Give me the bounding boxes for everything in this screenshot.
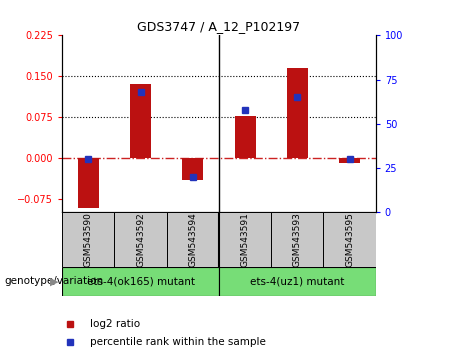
Text: ets-4(ok165) mutant: ets-4(ok165) mutant <box>87 276 195 286</box>
Bar <box>62 212 114 267</box>
Bar <box>339 158 360 164</box>
Text: percentile rank within the sample: percentile rank within the sample <box>89 337 266 348</box>
Text: GSM543590: GSM543590 <box>84 212 93 267</box>
Bar <box>114 212 167 267</box>
Text: GSM543592: GSM543592 <box>136 212 145 267</box>
Text: GSM543591: GSM543591 <box>241 212 249 267</box>
Bar <box>324 212 376 267</box>
Bar <box>219 267 376 296</box>
Text: GSM543593: GSM543593 <box>293 212 302 267</box>
Bar <box>271 212 324 267</box>
Text: genotype/variation: genotype/variation <box>5 276 104 286</box>
Bar <box>167 212 219 267</box>
Text: ▶: ▶ <box>50 276 59 286</box>
Bar <box>62 267 219 296</box>
Text: log2 ratio: log2 ratio <box>89 319 140 329</box>
Bar <box>183 158 203 180</box>
Bar <box>235 116 255 158</box>
Bar <box>219 212 271 267</box>
Text: GSM543595: GSM543595 <box>345 212 354 267</box>
Bar <box>130 84 151 158</box>
Title: GDS3747 / A_12_P102197: GDS3747 / A_12_P102197 <box>137 20 301 33</box>
Text: GSM543594: GSM543594 <box>189 212 197 267</box>
Bar <box>78 158 99 208</box>
Text: ets-4(uz1) mutant: ets-4(uz1) mutant <box>250 276 344 286</box>
Bar <box>287 68 308 158</box>
